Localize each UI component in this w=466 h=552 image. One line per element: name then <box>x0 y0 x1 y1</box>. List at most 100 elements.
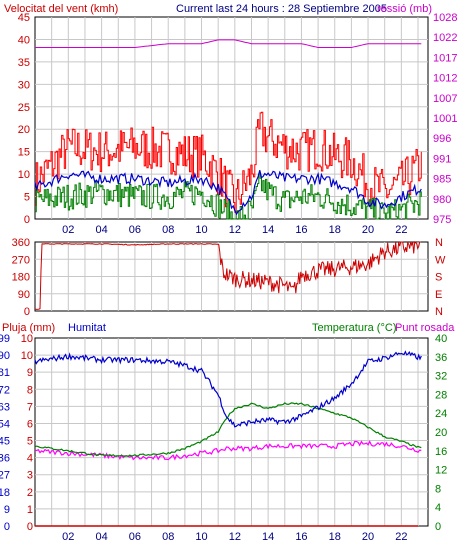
temperature-line <box>34 402 422 457</box>
y-tick-label-left-inner: 10 <box>21 350 33 362</box>
y-tick-label-left-inner: 7 <box>27 401 33 413</box>
y-tick-label-left: 5 <box>24 192 30 204</box>
x-tick-label: 10 <box>195 224 207 236</box>
y-tick-label-left-inner: 8 <box>27 384 33 396</box>
y-tick-label-left: 72 <box>0 384 10 396</box>
x-tick-label: 12 <box>229 531 241 543</box>
wind-gust-line <box>35 111 422 213</box>
wind-panel: 02 04 06 08 10 12 14 16 18 20 22051015202530354045… <box>18 12 458 236</box>
x-tick-label: 12 <box>229 224 241 236</box>
x-tick-label: 16 <box>295 224 307 236</box>
y-tick-label-right: 12 <box>435 465 447 477</box>
y-tick-label-left: 20 <box>18 124 30 136</box>
y-tick-label-right: 975 <box>433 214 451 226</box>
y-tick-label-left: 99 <box>0 333 10 345</box>
x-tick-label: 06 <box>129 531 141 543</box>
y-tick-label-left-inner: 2 <box>27 487 33 499</box>
x-tick-label: 02 <box>62 224 74 236</box>
y-tick-label-left: 81 <box>0 367 10 379</box>
y-tick-label-left: 90 <box>0 350 10 362</box>
y-tick-label-left-inner: 6 <box>27 418 33 430</box>
x-tick-label: 22 <box>395 531 407 543</box>
x-tick-label: 14 <box>262 224 274 236</box>
x-tick-label: 18 <box>329 224 341 236</box>
y-tick-label-right: 36 <box>435 352 447 364</box>
dewpoint-line <box>34 440 422 461</box>
y-tick-label-right: E <box>435 289 442 301</box>
y-tick-label-right: 1001 <box>433 113 457 125</box>
x-tick-label: 16 <box>295 531 307 543</box>
x-tick-label: 22 <box>395 224 407 236</box>
temperature-label: Temperatura (°C) <box>312 322 396 334</box>
y-tick-label-left-inner: 5 <box>27 436 33 448</box>
x-tick-label: 20 <box>362 224 374 236</box>
y-tick-label-right: 996 <box>433 133 451 145</box>
y-tick-label-right: 985 <box>433 174 451 186</box>
y-tick-label-right: 0 <box>435 521 441 533</box>
y-tick-label-left: 18 <box>0 487 10 499</box>
x-tick-label: 08 <box>162 531 174 543</box>
y-tick-label-left: 35 <box>18 57 30 69</box>
y-tick-label-right: 20 <box>435 427 447 439</box>
y-tick-label-left: 90 <box>18 289 30 301</box>
y-tick-label-left: 45 <box>18 12 30 24</box>
pressure-line <box>35 39 422 48</box>
y-tick-label-left: 180 <box>12 272 30 284</box>
y-tick-label-right: 1028 <box>433 12 457 24</box>
y-tick-label-right: 40 <box>435 333 447 345</box>
y-tick-label-left: 54 <box>0 418 10 430</box>
dewpoint-label: Punt rosada <box>395 322 455 334</box>
humidity-label: Humitat <box>68 322 106 334</box>
y-tick-label-right: 24 <box>435 408 447 420</box>
y-tick-label-left: 40 <box>18 34 30 46</box>
y-tick-label-right: 1022 <box>433 32 457 44</box>
y-tick-label-right: 28 <box>435 389 447 401</box>
y-tick-label-left-inner: 0 <box>27 521 33 533</box>
humidity-line <box>34 350 422 428</box>
y-tick-label-right: 1012 <box>433 73 457 85</box>
y-tick-label-right: 16 <box>435 446 447 458</box>
x-tick-label: 20 <box>362 531 374 543</box>
center-title: Current last 24 hours : 28 Septiembre 20… <box>176 3 387 15</box>
y-tick-label-left: 360 <box>12 237 30 249</box>
x-tick-label: 04 <box>95 224 107 236</box>
wind-title: Velocitat del vent (kmh) <box>4 3 118 15</box>
y-tick-label-left-inner: 3 <box>27 470 33 482</box>
pressure-title: ressió (mb) <box>377 3 432 15</box>
climate-panel: 02 04 06 08 10 12 14 16 18 20 22091827364554637281… <box>0 333 447 543</box>
y-tick-label-left-inner: 4 <box>27 453 33 465</box>
y-tick-label-left-inner: 9 <box>27 367 33 379</box>
y-tick-label-left: 30 <box>18 79 30 91</box>
y-tick-label-right: 991 <box>433 153 451 165</box>
y-tick-label-right: N <box>435 237 443 249</box>
y-tick-label-left: 36 <box>0 453 10 465</box>
y-tick-label-right: S <box>435 272 442 284</box>
x-tick-label: 18 <box>329 531 341 543</box>
wind-avg-line <box>34 170 422 216</box>
y-tick-label-left: 0 <box>4 521 10 533</box>
y-tick-label-left: 9 <box>4 504 10 516</box>
x-tick-label: 08 <box>162 224 174 236</box>
y-tick-label-left: 15 <box>18 147 30 159</box>
y-tick-label-right: 4 <box>435 502 441 514</box>
y-tick-label-left-inner: 10 <box>21 333 33 345</box>
x-tick-label: 04 <box>95 531 107 543</box>
y-tick-label-left-inner: 1 <box>27 504 33 516</box>
x-tick-label: 02 <box>62 531 74 543</box>
y-tick-label-right: 1007 <box>433 93 457 105</box>
plot-frame <box>34 16 429 220</box>
wind-min-line <box>35 173 422 220</box>
y-tick-label-left: 0 <box>24 214 30 226</box>
y-tick-label-left: 63 <box>0 401 10 413</box>
y-tick-label-right: W <box>435 254 446 266</box>
plot-frame <box>34 337 429 527</box>
y-tick-label-right: N <box>435 306 443 318</box>
rain-label: Pluja (mm) <box>2 322 55 334</box>
x-tick-label: 10 <box>195 531 207 543</box>
y-tick-label-left: 45 <box>0 436 10 448</box>
y-tick-label-right: 1017 <box>433 52 457 64</box>
y-tick-label-left: 0 <box>24 306 30 318</box>
y-tick-label-right: 8 <box>435 483 441 495</box>
